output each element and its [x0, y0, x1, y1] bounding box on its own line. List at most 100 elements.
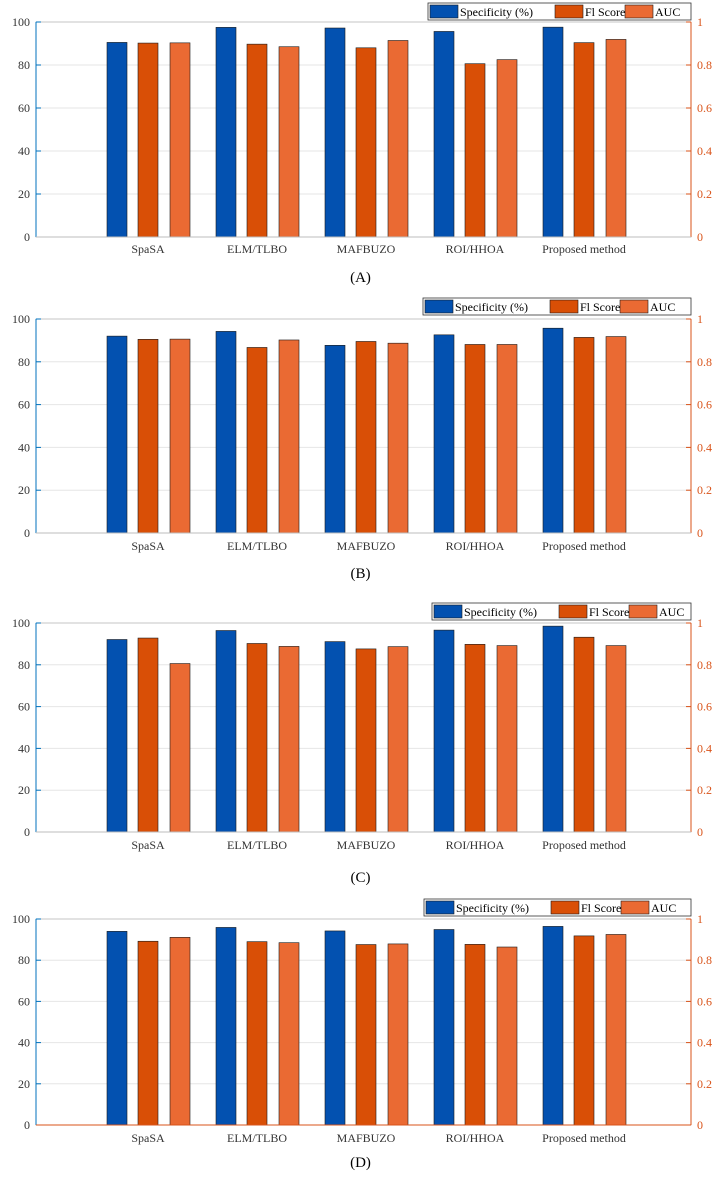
left-tick-label: 80 [18, 355, 30, 369]
left-tick-label: 0 [24, 825, 30, 839]
right-tick-label: 0.8 [697, 658, 712, 672]
bar-auc [496, 645, 518, 833]
left-tick-label: 40 [18, 144, 30, 158]
bar-f1-score [573, 337, 595, 534]
category-label: Proposed method [542, 1131, 626, 1145]
right-tick-label: 0.8 [697, 58, 712, 72]
legend-swatch [429, 4, 459, 19]
right-tick-label: 1 [697, 312, 703, 326]
right-tick-label: 0.6 [697, 994, 712, 1008]
bar-f1-score [464, 944, 486, 1126]
bar-f1-score [137, 42, 159, 238]
bar-f1-score [355, 648, 377, 833]
legend-swatch [620, 900, 650, 915]
category-label: Proposed method [542, 242, 626, 256]
left-tick-label: 20 [18, 187, 30, 201]
right-tick-label: 0.8 [697, 953, 712, 967]
bar-f1-score [573, 42, 595, 238]
bar-auc [496, 946, 518, 1126]
category-label: SpaSA [131, 838, 165, 852]
bar-auc [169, 937, 191, 1126]
bar-f1-score [246, 941, 268, 1126]
left-tick-label: 40 [18, 440, 30, 454]
bar-specificity [106, 931, 128, 1126]
legend-label: Specificity (%) [456, 901, 529, 915]
legend-label: Specificity (%) [464, 605, 537, 619]
bar-auc [278, 942, 300, 1126]
category-label: MAFBUZO [337, 539, 396, 553]
bar-specificity [215, 27, 237, 238]
category-label: ROI/HHOA [446, 539, 505, 553]
bar-specificity [433, 629, 455, 833]
bar-specificity [433, 334, 455, 534]
bar-auc [169, 338, 191, 534]
right-tick-label: 0.8 [697, 355, 712, 369]
legend: Specificity (%) Fl Score AUC [427, 2, 692, 21]
bar-specificity [433, 929, 455, 1126]
right-tick-label: 0.4 [697, 144, 712, 158]
bar-f1-score [246, 347, 268, 534]
bar-f1-score [355, 341, 377, 534]
chart-b: 0 20 40 60 80 100 0 0.2 0.4 0.6 0.8 1 SpaSA ELM/TLBO M… [12, 297, 712, 553]
legend-label: AUC [655, 5, 680, 19]
bar-f1-score [137, 637, 159, 833]
legend-swatch [433, 604, 463, 619]
bar-specificity [542, 926, 564, 1126]
bar-f1-score [137, 339, 159, 534]
bar-specificity [106, 335, 128, 534]
legend-swatch [624, 4, 654, 19]
legend-swatch [558, 604, 588, 619]
legend: Specificity (%) Fl Score AUC [423, 898, 692, 917]
caption-b: (B) [350, 566, 371, 582]
bar-f1-score [464, 344, 486, 534]
right-tick-label: 1 [697, 15, 703, 29]
category-label: MAFBUZO [337, 838, 396, 852]
left-tick-label: 80 [18, 953, 30, 967]
caption-a: (A) [350, 270, 371, 286]
bar-f1-score [464, 63, 486, 238]
legend: Specificity (%) Fl Score AUC [422, 297, 692, 316]
left-tick-label: 100 [12, 15, 30, 29]
right-tick-label: 0 [697, 230, 703, 244]
left-tick-label: 60 [18, 398, 30, 412]
legend-label: Fl Score [585, 5, 625, 19]
bar-auc [387, 342, 409, 534]
bar-specificity [215, 630, 237, 833]
bar-specificity [324, 345, 346, 534]
bar-f1-score [246, 43, 268, 238]
right-tick-label: 0.6 [697, 398, 712, 412]
bar-specificity [542, 625, 564, 833]
chart-panel-c: 0 20 40 60 80 100 0 0.2 0.4 0.6 0.8 1 SpaSA ELM/TLBO M… [0, 600, 721, 896]
bar-auc [278, 46, 300, 238]
left-tick-label: 40 [18, 741, 30, 755]
left-tick-label: 100 [12, 616, 30, 630]
category-label: SpaSA [131, 242, 165, 256]
right-tick-label: 0.6 [697, 101, 712, 115]
category-label: ELM/TLBO [227, 242, 287, 256]
bar-specificity [542, 26, 564, 238]
legend-swatch [424, 299, 454, 314]
legend-label: Fl Score [580, 300, 620, 314]
legend-swatch [619, 299, 649, 314]
chart-panel-d: 0 20 40 60 80 100 0 0.2 0.4 0.6 0.8 1 SpaSA ELM/TLBO M… [0, 896, 721, 1179]
right-tick-label: 0.6 [697, 700, 712, 714]
right-tick-label: 0.4 [697, 440, 712, 454]
bar-specificity [324, 930, 346, 1126]
right-tick-label: 1 [697, 912, 703, 926]
left-tick-label: 0 [24, 230, 30, 244]
chart-a: 0 20 40 60 80 100 0 0.2 0.4 0.6 0.8 1 SpaSA ELM/TLBO M… [12, 2, 712, 256]
right-tick-label: 1 [697, 616, 703, 630]
left-tick-label: 0 [24, 1118, 30, 1132]
caption-c: (C) [350, 870, 371, 886]
right-tick-label: 0.4 [697, 1036, 712, 1050]
chart-panel-b: 0 20 40 60 80 100 0 0.2 0.4 0.6 0.8 1 SpaSA ELM/TLBO M… [0, 296, 721, 592]
bar-f1-score [464, 644, 486, 833]
bar-auc [496, 59, 518, 238]
chart-d: 0 20 40 60 80 100 0 0.2 0.4 0.6 0.8 1 SpaSA ELM/TLBO M… [12, 898, 712, 1145]
bar-auc [278, 646, 300, 833]
legend: Specificity (%) Fl Score AUC [431, 602, 692, 621]
left-tick-label: 20 [18, 1077, 30, 1091]
left-tick-label: 60 [18, 700, 30, 714]
category-label: ELM/TLBO [227, 1131, 287, 1145]
